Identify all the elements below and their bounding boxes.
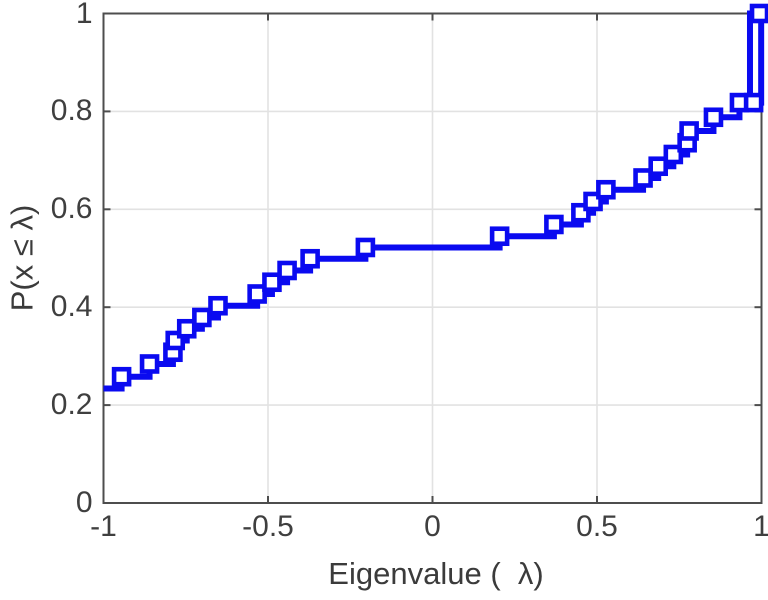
data-point-marker	[648, 156, 668, 177]
x-tick-label: -0.5	[242, 510, 294, 543]
data-point-marker	[544, 214, 564, 235]
y-tick-label: 0.6	[50, 192, 93, 226]
data-point-marker	[277, 260, 297, 281]
y-tick-label: 0.2	[50, 388, 93, 422]
data-point-marker	[489, 226, 510, 247]
y-tick-label: 0.4	[50, 290, 93, 324]
data-point-marker	[596, 179, 616, 200]
x-tick-label: 1	[753, 510, 768, 543]
data-point-marker	[300, 248, 320, 269]
data-point-marker	[176, 318, 197, 339]
data-point-marker	[749, 3, 768, 24]
data-point-marker	[139, 354, 160, 374]
data-point-marker	[192, 307, 212, 328]
data-point-marker	[262, 272, 282, 293]
y-tick-label: 1	[75, 0, 93, 30]
data-point-marker	[679, 121, 699, 141]
data-point-marker	[633, 168, 653, 188]
data-point-marker	[703, 107, 724, 128]
x-tick-label: -1	[90, 510, 117, 543]
data-point-marker	[355, 237, 376, 258]
y-tick-label: 0.8	[50, 94, 93, 128]
data-point-marker	[247, 284, 267, 304]
data-point-marker	[663, 144, 684, 165]
data-point-marker	[208, 295, 228, 316]
data-point-marker	[111, 366, 132, 387]
x-tick-label: 0	[424, 510, 441, 543]
x-tick-label: 0.5	[576, 510, 618, 543]
x-axis-label: Eigenvalue ( λ)	[328, 556, 544, 591]
y-axis-label: P(x ≤ λ)	[4, 204, 40, 312]
data-point-marker	[743, 92, 764, 113]
y-tick-label: 0	[75, 486, 93, 519]
